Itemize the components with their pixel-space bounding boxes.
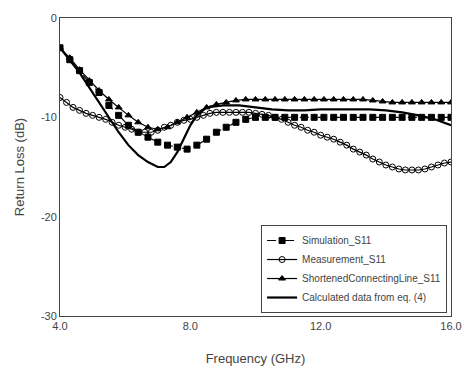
- svg-text:0: 0: [51, 12, 57, 24]
- svg-text:Frequency (GHz): Frequency (GHz): [206, 351, 306, 366]
- svg-text:-30: -30: [41, 310, 57, 322]
- svg-text:Simulation_S11: Simulation_S11: [302, 235, 372, 246]
- svg-text:ShortenedConnectingLine_S11: ShortenedConnectingLine_S11: [302, 273, 441, 284]
- svg-text:8.0: 8.0: [183, 320, 198, 332]
- svg-text:Measurement_S11: Measurement_S11: [302, 254, 386, 265]
- svg-text:Return Loss (dB): Return Loss (dB): [12, 118, 27, 216]
- svg-text:Calculated data from eq. (4): Calculated data from eq. (4): [302, 292, 426, 303]
- svg-text:-20: -20: [41, 211, 57, 223]
- svg-text:16.0: 16.0: [440, 320, 461, 332]
- svg-text:12.0: 12.0: [310, 320, 331, 332]
- svg-text:-10: -10: [41, 111, 57, 123]
- svg-text:4.0: 4.0: [52, 320, 67, 332]
